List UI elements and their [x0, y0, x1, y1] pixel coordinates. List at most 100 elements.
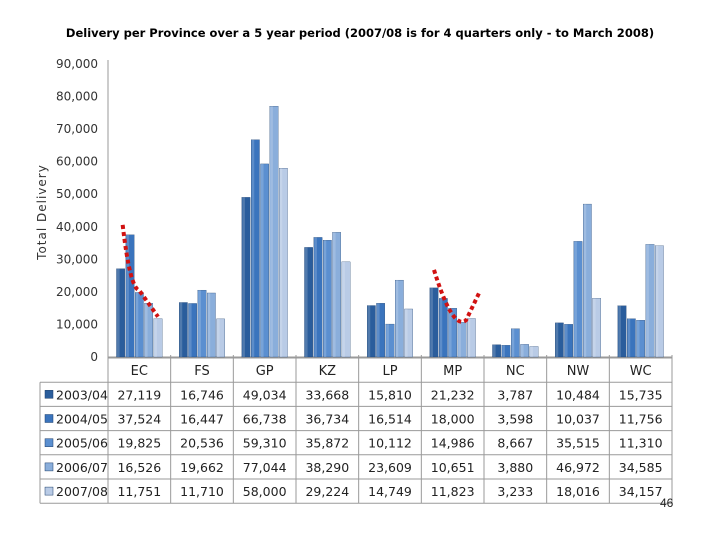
data-label: 33,668	[305, 387, 349, 402]
bar	[573, 241, 583, 358]
data-label: 11,756	[619, 412, 663, 427]
bar	[367, 305, 376, 358]
series-name: 2007/08	[56, 484, 108, 499]
bar	[655, 245, 664, 358]
bar	[467, 318, 476, 358]
y-tick-label: 0	[90, 350, 98, 364]
data-label: 3,598	[497, 412, 533, 427]
data-label: 35,515	[556, 436, 600, 451]
data-label: 3,787	[497, 387, 533, 402]
category-label: EC	[131, 364, 148, 379]
bar	[492, 344, 501, 358]
bar-highlight	[405, 308, 408, 357]
bar-highlight	[279, 168, 283, 357]
bar	[448, 308, 457, 358]
bar	[323, 240, 332, 358]
bar-highlight	[386, 324, 389, 357]
bar	[592, 298, 601, 358]
data-label: 8,667	[497, 436, 533, 451]
bar	[636, 320, 645, 358]
bar	[645, 244, 655, 358]
bar-highlight	[207, 292, 211, 357]
data-label: 10,651	[431, 460, 475, 475]
bar	[520, 344, 529, 358]
bar	[564, 324, 573, 358]
bar	[207, 292, 216, 358]
bar	[304, 247, 313, 358]
data-label: 15,810	[368, 387, 412, 402]
data-label: 10,037	[556, 412, 600, 427]
data-label: 20,536	[180, 436, 224, 451]
legend-swatch	[44, 390, 54, 399]
bar	[555, 322, 564, 358]
y-tick-label: 60,000	[56, 155, 98, 169]
data-label: 49,034	[243, 387, 287, 402]
y-tick-label: 20,000	[56, 285, 98, 299]
data-label: 34,157	[619, 484, 663, 499]
data-label: 59,310	[243, 436, 287, 451]
bar-highlight	[627, 318, 631, 357]
category-label: FS	[194, 364, 210, 379]
bar-highlight	[583, 204, 587, 357]
trend-annotation-mp	[432, 269, 482, 324]
trend-annotation-ec	[120, 224, 160, 318]
data-label: 21,232	[431, 387, 475, 402]
bar-highlight	[145, 303, 148, 357]
bar-highlight	[261, 163, 264, 357]
data-label: 29,224	[305, 484, 349, 499]
bar	[627, 318, 636, 358]
bar	[153, 318, 163, 358]
bar	[429, 287, 439, 358]
bar	[457, 322, 467, 358]
bar	[395, 279, 404, 358]
bar-highlight	[593, 298, 596, 357]
bar-highlight	[333, 232, 336, 357]
series-name: 2004/05	[56, 412, 108, 427]
y-ticks: 0 10,000 20,000 30,000 40,000 50,000 60,000 70,…	[56, 57, 98, 364]
bar-highlight	[555, 322, 559, 357]
legend-swatch	[44, 438, 54, 447]
bar-highlight	[502, 345, 505, 357]
bar	[260, 163, 269, 358]
data-label: 11,710	[180, 484, 224, 499]
bar-highlight	[126, 234, 129, 357]
data-label: 18,000	[431, 412, 475, 427]
bar-highlight	[342, 261, 345, 357]
bar	[313, 237, 323, 358]
bar-highlight	[618, 305, 621, 357]
bar-highlight	[367, 305, 371, 357]
bar-highlight	[565, 324, 568, 357]
data-label: 66,738	[243, 412, 287, 427]
bar	[583, 203, 592, 358]
data-label: 37,524	[117, 412, 161, 427]
data-label: 16,447	[180, 412, 224, 427]
category-label: GP	[256, 364, 274, 379]
bar	[269, 106, 279, 358]
data-table: EC FS GP KZ LP MP NC NW WC 2003/04 27,119 16,746 49,…	[44, 364, 663, 499]
bar-highlight	[395, 280, 399, 357]
legend-swatch	[44, 414, 54, 423]
data-label: 14,986	[431, 436, 475, 451]
bar	[188, 303, 197, 358]
bar	[501, 345, 511, 358]
bar-highlight	[493, 344, 496, 357]
bar-highlight	[467, 318, 471, 357]
bar-highlight	[189, 303, 192, 357]
bar-highlight	[198, 290, 201, 357]
data-label: 35,872	[305, 436, 349, 451]
data-label: 27,119	[117, 387, 161, 402]
category-label: LP	[382, 364, 397, 379]
bar-highlight	[242, 197, 245, 357]
data-label: 38,290	[305, 460, 349, 475]
data-label: 11,751	[117, 484, 161, 499]
data-label: 16,746	[180, 387, 224, 402]
y-tick-label: 50,000	[56, 187, 98, 201]
y-tick-label: 40,000	[56, 220, 98, 234]
bar-highlight	[305, 247, 308, 357]
bar-highlight	[154, 318, 157, 357]
bars	[116, 106, 664, 358]
bar	[341, 261, 351, 358]
bar	[179, 302, 188, 358]
bar	[385, 323, 395, 358]
